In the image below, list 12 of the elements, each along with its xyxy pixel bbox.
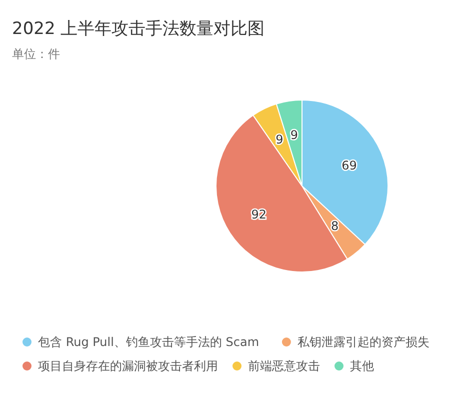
legend-label: 项目自身存在的漏洞被攻击者利用: [38, 359, 218, 373]
data-label: 69: [342, 158, 357, 172]
data-label: 9: [276, 132, 284, 147]
legend-label: 私钥泄露引起的资产损失: [297, 335, 430, 349]
data-label: 8: [330, 218, 339, 233]
data-label: 9: [290, 128, 298, 142]
chart-title: 2022 上半年攻击手法数量对比图: [12, 19, 265, 39]
chart-subtitle: 单位：件: [12, 47, 60, 61]
legend-label: 其他: [350, 359, 374, 373]
data-label: 92: [251, 207, 266, 222]
legend-label: 前端恶意攻击: [248, 359, 320, 373]
legend-label: 包含 Rug Pull、钓鱼攻击等手法的 Scam: [38, 335, 260, 349]
